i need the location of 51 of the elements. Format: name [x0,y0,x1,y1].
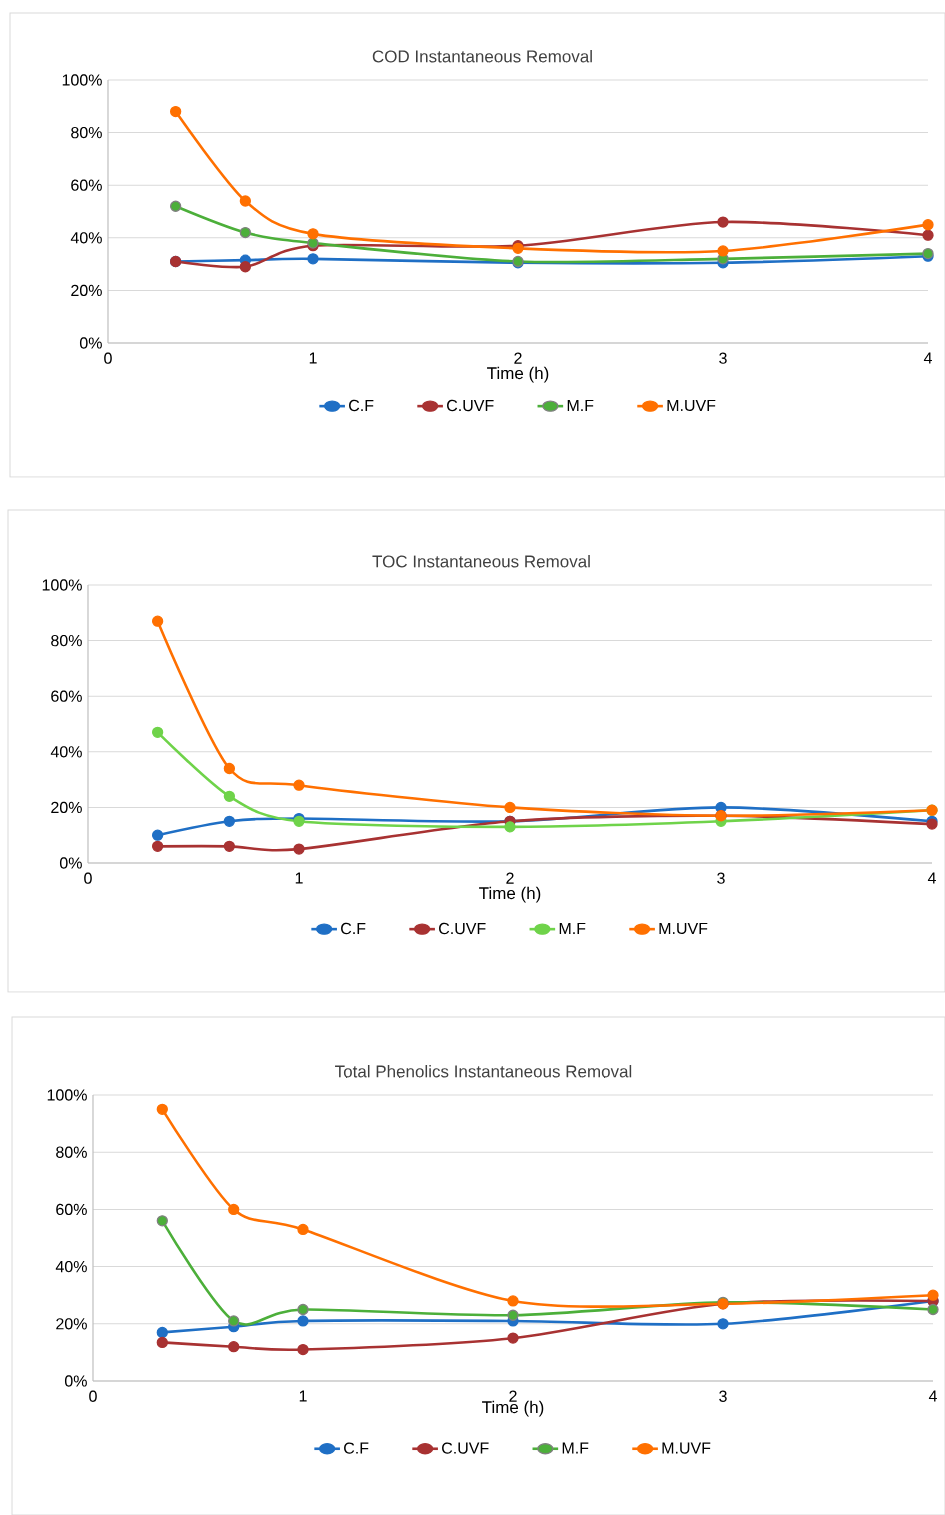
y-tick-label: 100% [42,579,82,591]
x-tick-label: 3 [717,872,725,884]
legend-label: C.F [344,1442,369,1454]
y-tick-label: 20% [71,284,102,297]
y-tick-label: 60% [51,690,82,702]
x-axis-title: Time (h) [482,1400,544,1417]
y-tick-label: 20% [51,801,82,814]
y-tick-label: 40% [50,746,82,758]
x-tick-label: 0 [84,872,92,884]
y-tick-label: 80% [71,126,102,139]
y-tick-label: 0% [64,1375,87,1387]
y-tick-label: 100% [62,74,102,86]
legend-label: C.UVF [442,1442,489,1454]
legend-label: M.F [567,399,594,411]
x-tick-label: 1 [295,872,303,884]
legend-label: C.F [341,922,366,935]
legend-label: M.UVF [667,399,716,412]
chart-title: Total Phenolics Instantaneous Removal [335,1065,632,1078]
y-tick-label: 100% [47,1089,87,1101]
legend-label: C.UVF [439,922,486,935]
x-axis-title: Time (h) [479,886,541,903]
x-tick-label: 4 [923,352,932,364]
x-tick-label: 0 [89,1390,97,1402]
x-tick-label: 1 [309,352,317,364]
y-tick-label: 80% [56,1146,87,1158]
y-tick-label: 0% [79,337,102,349]
chart-title: TOC Instantaneous Removal [372,555,590,568]
x-tick-label: 4 [928,1390,937,1402]
x-axis-title: Time (h) [487,366,549,383]
y-tick-label: 20% [56,1318,87,1330]
y-tick-label: 60% [56,1203,87,1216]
x-tick-label: 0 [104,352,112,364]
legend-label: C.UVF [447,399,494,412]
legend-label: M.F [559,922,586,934]
legend-label: C.F [349,399,374,412]
chart-title: COD Instantaneous Removal [372,49,592,63]
x-tick-label: 3 [719,352,727,364]
x-tick-label: 3 [719,1390,727,1402]
y-tick-label: 80% [51,634,82,647]
y-tick-label: 40% [55,1260,87,1273]
x-tick-label: 2 [514,352,522,364]
y-tick-label: 60% [71,179,102,191]
x-tick-label: 1 [299,1390,307,1402]
legend-label: M.UVF [659,922,708,935]
x-tick-label: 2 [506,872,514,884]
legend-label: M.F [562,1442,589,1454]
x-tick-label: 4 [927,872,936,884]
legend-label: M.UVF [662,1442,711,1454]
y-tick-label: 40% [70,232,102,244]
y-tick-label: 0% [59,857,82,869]
x-tick-label: 2 [509,1390,517,1402]
